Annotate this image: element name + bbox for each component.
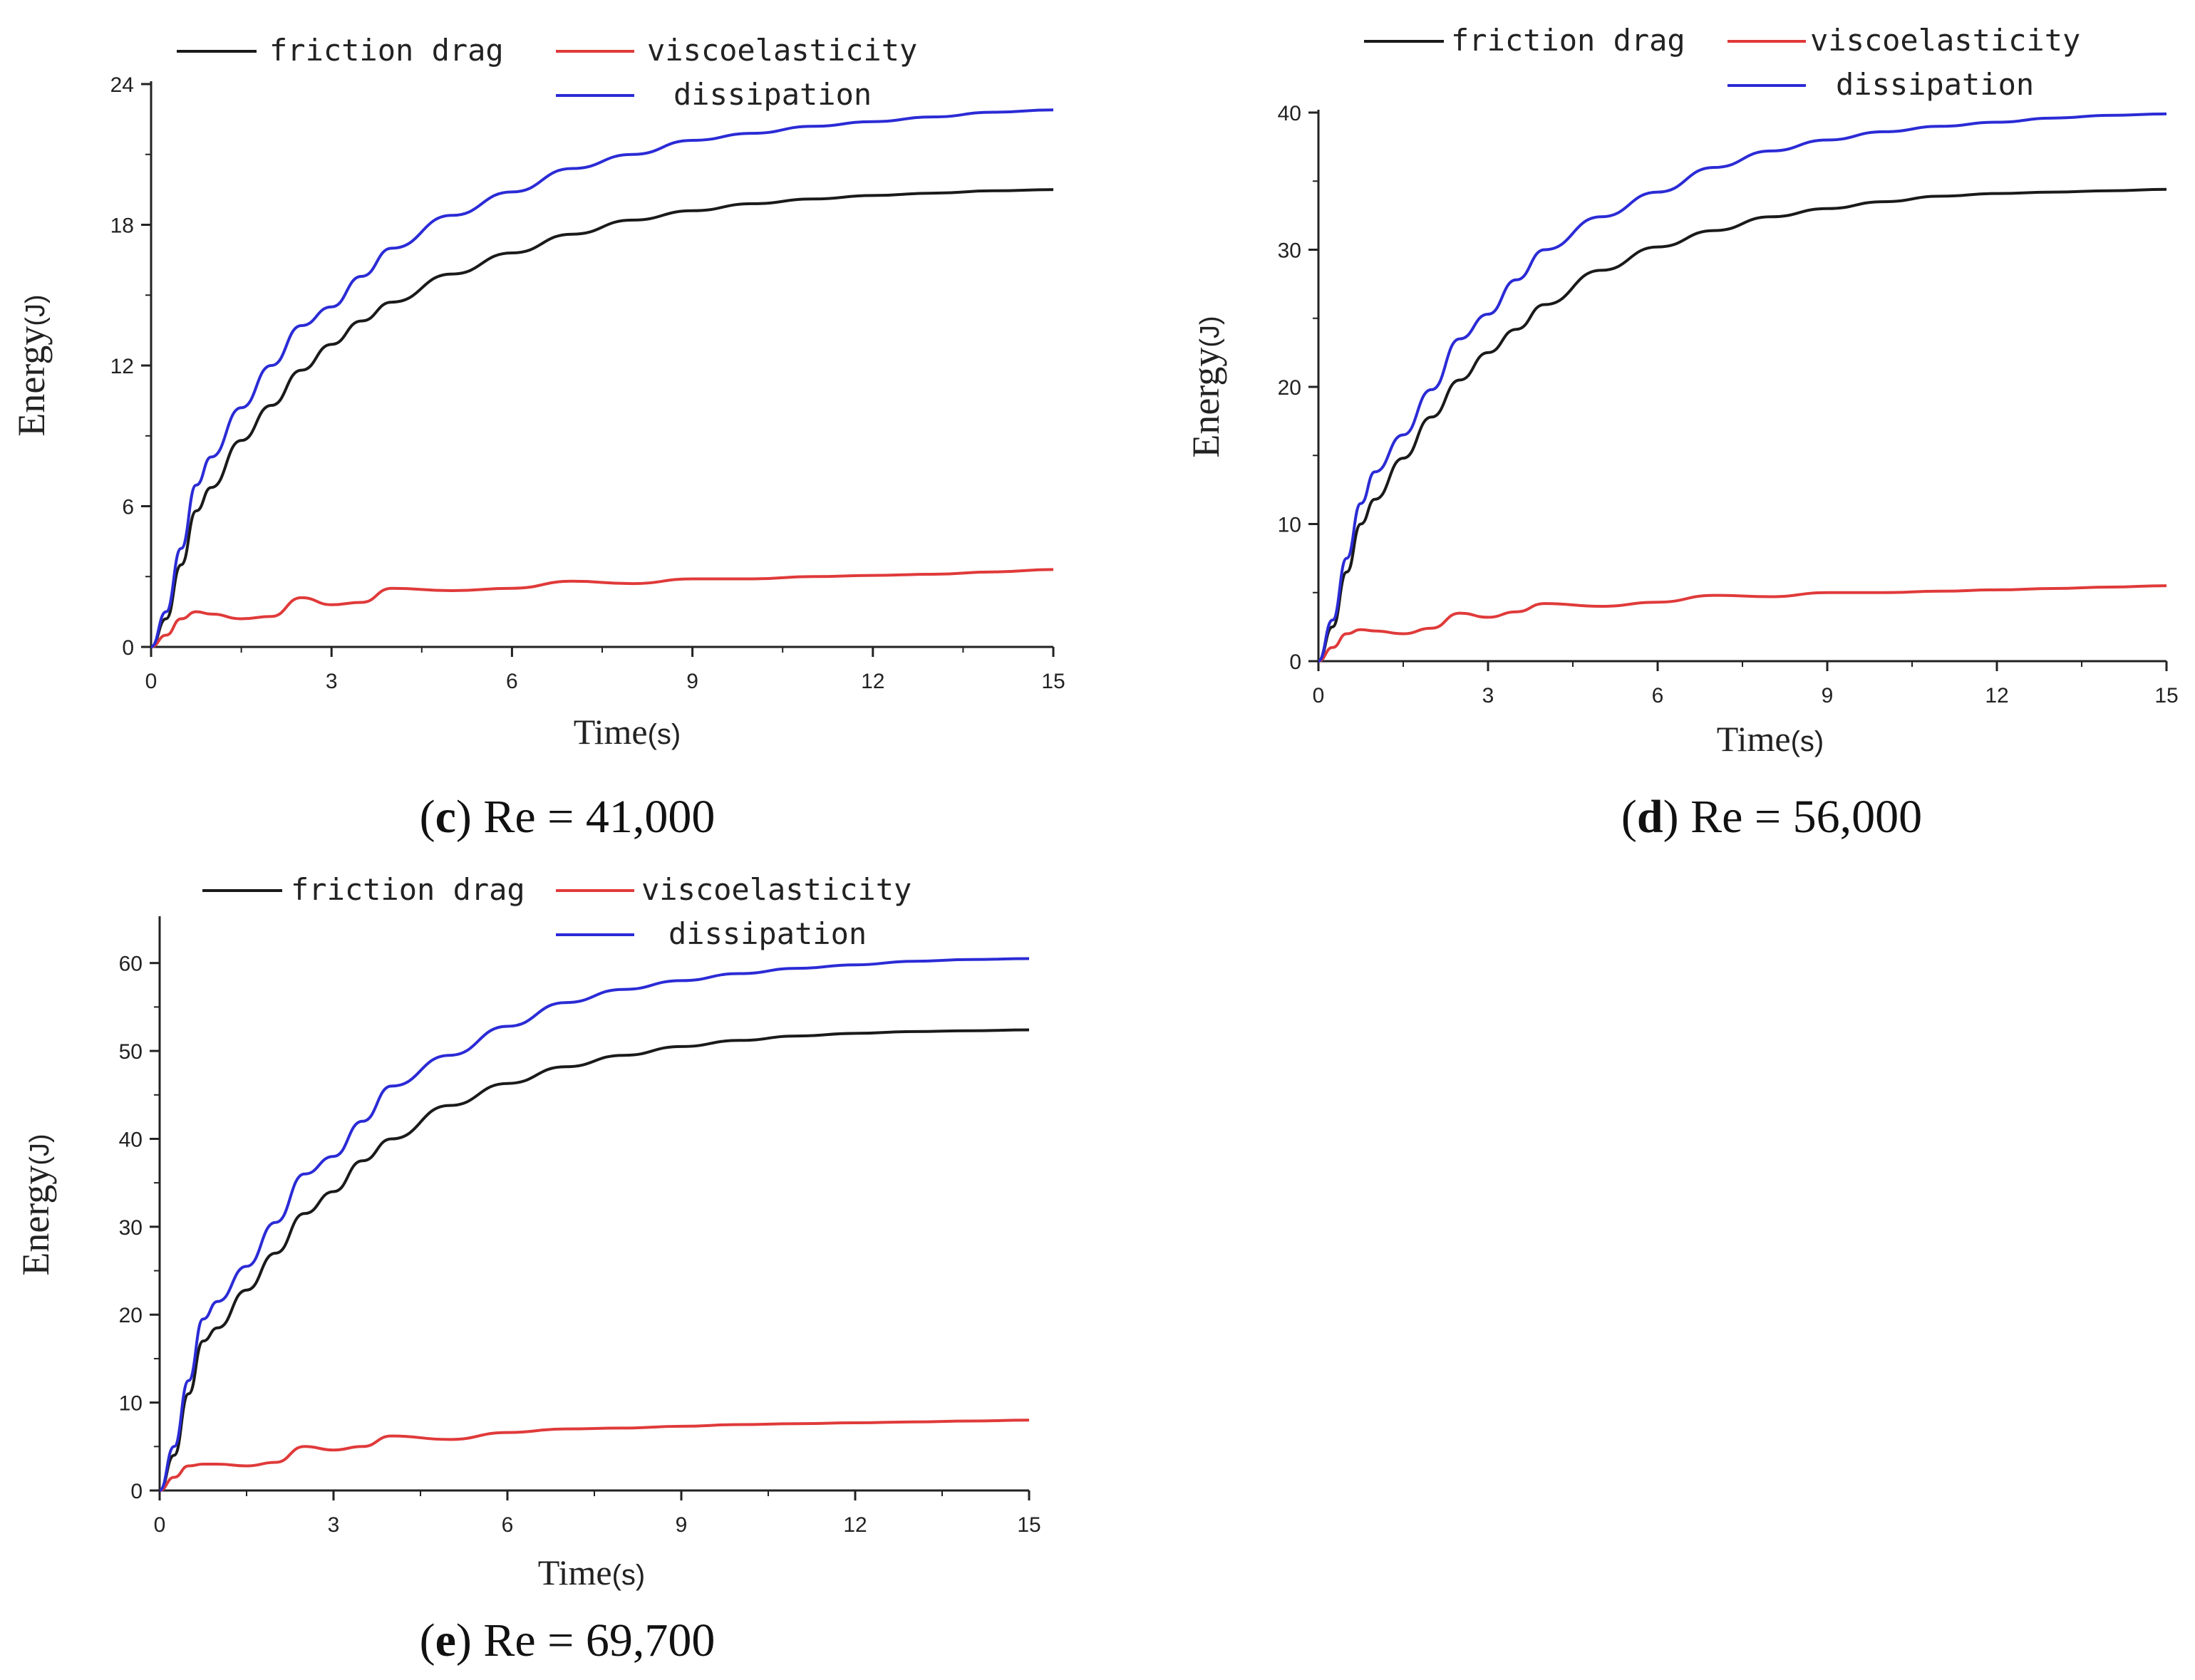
y-tick-label: 0 xyxy=(130,1480,143,1503)
x-tick-label: 6 xyxy=(502,1513,514,1537)
series-line-dissipation xyxy=(158,957,1030,1492)
x-axis-label: Time(s) xyxy=(538,1552,645,1592)
y-axis-label: Energy(J) xyxy=(1184,316,1227,457)
x-tick-label: 3 xyxy=(1482,684,1494,707)
x-tick-label: 3 xyxy=(326,670,338,693)
x-tick-label: 9 xyxy=(1822,684,1834,707)
y-tick-label: 50 xyxy=(119,1040,143,1064)
legend-label: viscoelasticity xyxy=(1810,23,2080,58)
y-tick-label: 10 xyxy=(119,1392,143,1416)
x-axis-label: Time(s) xyxy=(1717,719,1824,759)
x-tick-label: 15 xyxy=(1017,1513,1040,1537)
y-tick-label: 0 xyxy=(122,636,134,660)
x-tick-label: 0 xyxy=(145,670,157,693)
series-line-viscoelasticity xyxy=(1318,584,2167,663)
y-tick-label: 24 xyxy=(110,73,134,97)
y-tick-label: 30 xyxy=(119,1216,143,1240)
chart-panel-c: 0 3 6 9 12 15 0 6 12 18 24 friction drag viscoelasti… xyxy=(10,33,1065,843)
legend-label: friction drag xyxy=(269,33,504,68)
x-tick-label: 12 xyxy=(843,1513,867,1537)
y-axis-label: Energy(J) xyxy=(14,1134,57,1275)
legend-label: viscoelasticity xyxy=(647,33,917,68)
series-line-viscoelasticity xyxy=(150,568,1054,648)
legend-label: viscoelasticity xyxy=(641,872,911,907)
y-tick-label: 18 xyxy=(110,214,134,238)
y-tick-label: 20 xyxy=(119,1304,143,1327)
x-axis-label: Time(s) xyxy=(574,712,681,752)
y-tick-label: 40 xyxy=(1278,102,1301,125)
series-line-dissipation xyxy=(150,108,1054,648)
x-tick-label: 6 xyxy=(506,670,518,693)
panel-caption: (d) Re = 56,000 xyxy=(1621,791,1922,843)
x-tick-label: 12 xyxy=(1985,684,2008,707)
series-line-dissipation xyxy=(1317,112,2167,663)
y-tick-label: 0 xyxy=(1289,650,1301,674)
legend-label: friction drag xyxy=(291,872,525,907)
x-tick-label: 15 xyxy=(1041,670,1065,693)
y-tick-label: 6 xyxy=(122,496,134,519)
x-tick-label: 0 xyxy=(1313,684,1325,707)
y-tick-label: 40 xyxy=(119,1128,143,1151)
panel-caption: (c) Re = 41,000 xyxy=(420,791,716,843)
x-tick-label: 15 xyxy=(2154,684,2178,707)
x-tick-label: 9 xyxy=(686,670,698,693)
x-tick-label: 3 xyxy=(328,1513,340,1537)
legend-label: dissipation xyxy=(673,77,872,112)
legend-label: friction drag xyxy=(1451,23,1685,58)
series-line-friction-drag xyxy=(1318,187,2167,663)
chart-panel-d: 0 3 6 9 12 15 0 10 20 30 40 friction drag viscoelast… xyxy=(1184,23,2179,843)
y-tick-label: 30 xyxy=(1278,239,1301,263)
x-tick-label: 9 xyxy=(676,1513,688,1537)
series-line-friction-drag xyxy=(159,1028,1030,1492)
y-tick-label: 10 xyxy=(1278,514,1301,537)
series-line-viscoelasticity xyxy=(159,1419,1030,1492)
y-tick-label: 20 xyxy=(1278,376,1301,400)
y-tick-label: 60 xyxy=(119,953,143,976)
y-tick-label: 12 xyxy=(110,355,134,378)
series-line-friction-drag xyxy=(150,188,1054,648)
chart-panel-e: 0 3 6 9 12 15 0 10 20 30 40 50 60 friction drag viscoe… xyxy=(14,872,1041,1666)
x-tick-label: 6 xyxy=(1652,684,1664,707)
legend-label: dissipation xyxy=(1836,67,2034,102)
y-axis-label: Energy(J) xyxy=(10,294,53,436)
x-tick-label: 12 xyxy=(861,670,884,693)
legend-label: dissipation xyxy=(668,916,867,951)
x-tick-label: 0 xyxy=(154,1513,166,1537)
panel-caption: (e) Re = 69,700 xyxy=(420,1614,716,1666)
